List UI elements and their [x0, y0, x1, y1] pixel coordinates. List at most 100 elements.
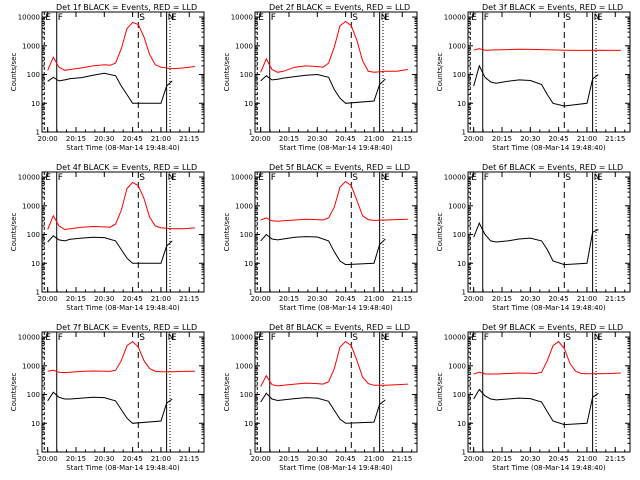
x-tick-label: 20:45	[549, 455, 569, 463]
panel-det-3: Det 3f BLACK = Events, RED = LLD 1 10 100 10…	[436, 3, 631, 152]
y-tick-label: 100	[240, 231, 253, 239]
panel-det-7: Det 7f BLACK = Events, RED = LLD 1 10 100 10…	[10, 323, 205, 472]
y-tick-label: 1	[249, 289, 253, 297]
y-tick-label: 10000	[18, 14, 40, 22]
x-tick-label: 20:00	[38, 295, 58, 303]
y-tick-label: 100	[27, 231, 40, 239]
x-tick-label: 20:15	[66, 455, 86, 463]
series-lld-line	[47, 340, 195, 374]
x-axis-label: Start Time (08-Mar-14 19:48:40)	[492, 464, 606, 472]
x-tick-label: 20:00	[251, 135, 271, 143]
x-tick-label: 20:00	[251, 295, 271, 303]
flag-label: E	[384, 13, 390, 23]
y-tick-label: 100	[27, 391, 40, 399]
x-tick-label: 20:30	[520, 455, 540, 463]
x-tick-label: 20:30	[520, 135, 540, 143]
x-tick-label: 21:00	[577, 455, 597, 463]
flag-label: N	[381, 13, 388, 23]
x-tick-label: 21:00	[577, 135, 597, 143]
x-tick-label: 20:00	[464, 135, 484, 143]
flag-label: E	[171, 333, 177, 343]
flag-label: N	[381, 333, 388, 343]
y-tick-label: 1	[36, 289, 40, 297]
flag-label: S	[139, 13, 145, 23]
y-axis-label: Counts/sec	[223, 213, 231, 252]
x-axis-label: Start Time (08-Mar-14 19:48:40)	[279, 144, 393, 152]
panel-det-2: Det 2f BLACK = Events, RED = LLD 1 10 100 10…	[223, 3, 418, 152]
x-tick-label: 21:15	[179, 135, 199, 143]
panel-title: Det 8f BLACK = Events, RED = LLD	[269, 323, 410, 332]
y-axis-label: Counts/sec	[223, 373, 231, 412]
x-tick-label: 20:30	[520, 295, 540, 303]
series-events-line	[47, 391, 173, 424]
plot-frame	[41, 331, 205, 453]
flag-label: E	[471, 13, 477, 23]
flag-label: F	[58, 173, 63, 183]
y-axis-label: Counts/sec	[436, 373, 444, 412]
x-tick-label: 21:15	[605, 295, 625, 303]
x-axis-label: Start Time (08-Mar-14 19:48:40)	[492, 144, 606, 152]
panel-title: Det 2f BLACK = Events, RED = LLD	[269, 3, 410, 12]
plot-frame	[254, 171, 418, 293]
flag-label: E	[597, 13, 603, 23]
panel-title: Det 7f BLACK = Events, RED = LLD	[56, 323, 197, 332]
x-tick-label: 20:45	[549, 295, 569, 303]
y-tick-label: 10000	[444, 334, 466, 342]
x-tick-label: 20:45	[549, 135, 569, 143]
x-tick-label: 21:00	[151, 455, 171, 463]
x-tick-label: 20:45	[336, 295, 356, 303]
y-axis-label: Counts/sec	[10, 213, 18, 252]
flag-label: S	[352, 333, 358, 343]
flag-label: F	[484, 333, 489, 343]
series-events-line	[260, 73, 386, 104]
x-tick-label: 20:00	[251, 455, 271, 463]
series-lld-line	[473, 48, 621, 51]
y-tick-label: 100	[453, 71, 466, 79]
series-lld-line	[473, 340, 621, 375]
flag-label: E	[45, 13, 51, 23]
y-axis-label: Counts/sec	[436, 53, 444, 92]
panel-title: Det 5f BLACK = Events, RED = LLD	[269, 163, 410, 172]
y-tick-label: 10	[31, 100, 40, 108]
y-tick-label: 1	[249, 449, 253, 457]
y-axis-label: Counts/sec	[223, 53, 231, 92]
x-tick-label: 20:15	[492, 455, 512, 463]
y-tick-label: 10	[244, 100, 253, 108]
x-tick-label: 20:30	[307, 135, 327, 143]
y-tick-label: 10	[244, 260, 253, 268]
y-tick-label: 1000	[22, 362, 40, 370]
flag-label: S	[565, 173, 571, 183]
y-tick-label: 1000	[235, 362, 253, 370]
flag-label: E	[384, 173, 390, 183]
y-tick-label: 1000	[448, 42, 466, 50]
y-tick-label: 100	[240, 71, 253, 79]
y-tick-label: 10000	[444, 174, 466, 182]
y-tick-label: 10	[457, 260, 466, 268]
flag-label: E	[597, 333, 603, 343]
flag-label: N	[381, 173, 388, 183]
flag-label: S	[352, 13, 358, 23]
x-axis-label: Start Time (08-Mar-14 19:48:40)	[66, 304, 180, 312]
y-tick-label: 10000	[231, 14, 253, 22]
panel-det-5: Det 5f BLACK = Events, RED = LLD 1 10 100 10…	[223, 163, 418, 312]
flag-label: F	[271, 333, 276, 343]
panel-title: Det 6f BLACK = Events, RED = LLD	[482, 163, 623, 172]
flag-label: E	[45, 333, 51, 343]
flag-label: E	[45, 173, 51, 183]
x-tick-label: 20:30	[307, 295, 327, 303]
flag-label: F	[58, 333, 63, 343]
y-tick-label: 1	[36, 449, 40, 457]
flag-label: N	[168, 13, 175, 23]
flag-label: N	[168, 173, 175, 183]
y-tick-label: 10000	[231, 334, 253, 342]
flag-label: S	[565, 333, 571, 343]
x-tick-label: 21:00	[577, 295, 597, 303]
flag-label: E	[597, 173, 603, 183]
y-tick-label: 1000	[22, 42, 40, 50]
flag-label: F	[484, 173, 489, 183]
x-tick-label: 20:45	[123, 455, 143, 463]
x-tick-label: 21:15	[605, 135, 625, 143]
series-lld-line	[47, 181, 195, 231]
series-lld-line	[260, 20, 408, 73]
flag-label: E	[384, 333, 390, 343]
